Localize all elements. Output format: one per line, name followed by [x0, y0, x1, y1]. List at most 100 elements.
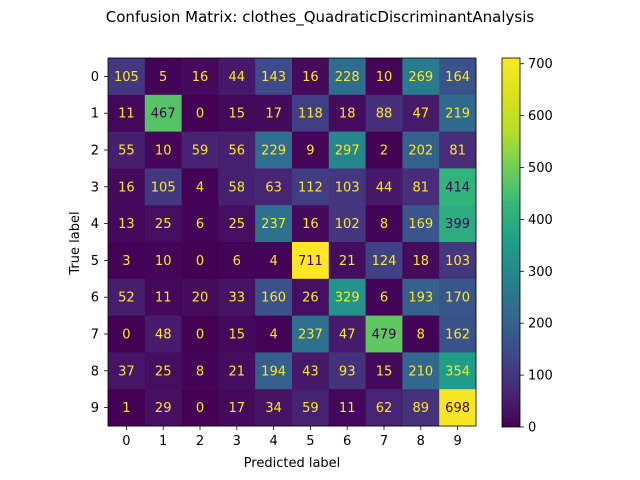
cell-value-label: 11: [118, 107, 135, 122]
cell-value-label: 105: [114, 70, 139, 85]
cell-value-label: 228: [335, 70, 360, 85]
heatmap-cell: [328, 315, 366, 353]
heatmap-cell: [181, 58, 219, 96]
cell-value-label: 81: [449, 144, 466, 159]
cell-value-label: 55: [118, 144, 135, 159]
heatmap-cell: [181, 352, 219, 390]
heatmap-cell: [292, 205, 330, 243]
cell-value-label: 63: [265, 180, 282, 195]
cell-value-label: 102: [335, 217, 360, 232]
cell-value-label: 18: [413, 254, 430, 269]
cell-value-label: 237: [298, 328, 323, 343]
heatmap-cell: [402, 131, 440, 169]
heatmap-cell: [181, 242, 219, 280]
heatmap-cell: [439, 278, 477, 316]
cell-value-label: 26: [302, 291, 319, 306]
heatmap-cell: [292, 58, 330, 96]
heatmap-cell: [402, 94, 440, 132]
heatmap-cell: [108, 242, 146, 280]
heatmap-cell: [181, 94, 219, 132]
heatmap-cell: [181, 168, 219, 206]
cell-value-label: 479: [372, 328, 397, 343]
cell-value-label: 62: [376, 401, 393, 416]
heatmap-cell: [439, 205, 477, 243]
cell-value-label: 229: [261, 144, 286, 159]
cell-value-label: 269: [408, 70, 433, 85]
y-axis-label: True label: [68, 211, 83, 275]
plot-frame: [107, 57, 477, 427]
heatmap-cell: [328, 131, 366, 169]
heatmap-cell: [108, 389, 146, 427]
heatmap-cell: [218, 131, 256, 169]
cell-value-label: 237: [261, 217, 286, 232]
cell-value-label: 29: [155, 401, 172, 416]
heatmap-cell: [108, 94, 146, 132]
heatmap-cell: [144, 352, 182, 390]
cell-value-label: 56: [229, 144, 246, 159]
cell-value-label: 10: [155, 144, 172, 159]
cell-value-label: 4: [269, 254, 277, 269]
cell-value-label: 6: [380, 291, 388, 306]
heatmap-cell: [328, 168, 366, 206]
cell-value-label: 33: [229, 291, 246, 306]
cell-value-label: 81: [413, 180, 430, 195]
cell-value-label: 162: [445, 328, 470, 343]
cell-value-label: 88: [376, 107, 393, 122]
cell-value-label: 25: [229, 217, 246, 232]
heatmap-cell: [402, 168, 440, 206]
cell-value-label: 43: [302, 364, 319, 379]
cell-value-label: 711: [298, 254, 323, 269]
y-tick-label: 7: [91, 328, 99, 343]
heatmap-cell: [255, 131, 293, 169]
heatmap-cell: [108, 168, 146, 206]
cell-value-label: 16: [302, 217, 319, 232]
cell-value-label: 15: [376, 364, 393, 379]
cell-value-label: 6: [196, 217, 204, 232]
y-tick-label: 6: [91, 291, 99, 306]
heatmap-cell: [328, 205, 366, 243]
cell-value-label: 8: [380, 217, 388, 232]
chart-title: Confusion Matrix: clothes_QuadraticDiscr…: [106, 8, 535, 27]
heatmap-cell: [181, 131, 219, 169]
cell-value-label: 467: [151, 107, 176, 122]
heatmap-cell: [292, 389, 330, 427]
colorbar: [501, 57, 521, 428]
cell-value-label: 59: [302, 401, 319, 416]
x-tick-label: 7: [380, 434, 388, 449]
cell-value-label: 11: [155, 291, 172, 306]
cell-value-label: 698: [445, 401, 470, 416]
cell-value-label: 399: [445, 217, 470, 232]
x-tick-label: 1: [159, 434, 167, 449]
cell-value-label: 5: [159, 70, 167, 85]
heatmap-cell: [365, 168, 403, 206]
cell-value-label: 0: [196, 107, 204, 122]
heatmap-cell: [328, 58, 366, 96]
cell-value-label: 20: [192, 291, 209, 306]
cell-value-label: 103: [445, 254, 470, 269]
heatmap-cell: [255, 278, 293, 316]
heatmap-cell: [144, 389, 182, 427]
cell-value-label: 9: [306, 144, 314, 159]
cell-value-label: 112: [298, 180, 323, 195]
heatmap-cell: [439, 94, 477, 132]
heatmap-cell: [144, 168, 182, 206]
heatmap-cell: [218, 168, 256, 206]
heatmap-cell: [144, 242, 182, 280]
heatmap-cell: [255, 94, 293, 132]
heatmap-cell: [439, 58, 477, 96]
cell-value-label: 15: [229, 328, 246, 343]
cell-value-label: 1: [122, 401, 130, 416]
heatmap-cell: [218, 205, 256, 243]
cell-value-label: 124: [372, 254, 397, 269]
heatmap-cell: [402, 389, 440, 427]
cell-value-label: 210: [408, 364, 433, 379]
heatmap-cell: [181, 315, 219, 353]
cell-value-label: 170: [445, 291, 470, 306]
y-tick-label: 1: [91, 107, 99, 122]
cell-value-label: 37: [118, 364, 135, 379]
cell-value-label: 21: [339, 254, 356, 269]
heatmap-cell: [402, 315, 440, 353]
heatmap-cell: [328, 352, 366, 390]
cell-value-label: 44: [376, 180, 393, 195]
heatmap-cell: [144, 315, 182, 353]
